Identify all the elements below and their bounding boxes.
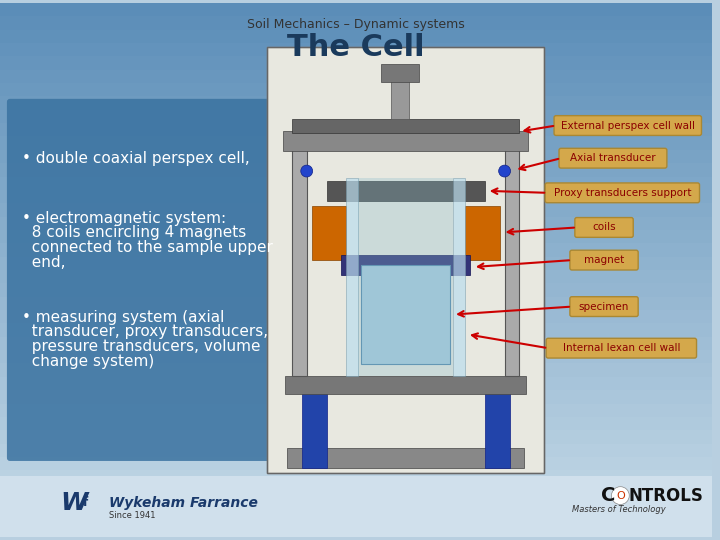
Bar — [292, 148, 307, 376]
Bar — [381, 64, 418, 82]
Bar — [0, 137, 712, 150]
Bar — [326, 181, 485, 201]
Bar — [0, 70, 712, 83]
Text: end,: end, — [22, 255, 66, 270]
Text: pressure transducers, volume: pressure transducers, volume — [22, 339, 260, 354]
Bar — [0, 244, 712, 256]
Bar — [0, 377, 712, 390]
Text: W: W — [60, 490, 88, 515]
Text: Wykeham Farrance: Wykeham Farrance — [109, 496, 258, 510]
Bar — [0, 96, 712, 110]
Bar — [0, 177, 712, 190]
Bar — [0, 123, 712, 137]
Bar — [0, 484, 712, 497]
Circle shape — [499, 165, 510, 177]
Bar — [287, 448, 524, 468]
Bar — [267, 48, 544, 473]
Circle shape — [611, 487, 629, 504]
FancyBboxPatch shape — [570, 296, 638, 316]
Bar — [0, 163, 712, 177]
Text: Proxy transducers support: Proxy transducers support — [554, 188, 691, 198]
Bar — [292, 119, 519, 133]
Bar — [0, 444, 712, 457]
Text: O: O — [616, 490, 625, 501]
FancyBboxPatch shape — [570, 250, 638, 270]
Text: coils: coils — [593, 222, 616, 232]
Bar — [285, 376, 526, 394]
Bar — [0, 470, 712, 484]
Bar — [0, 310, 712, 323]
Bar — [312, 206, 346, 260]
Bar — [0, 83, 712, 96]
FancyBboxPatch shape — [554, 116, 701, 136]
Bar — [0, 363, 712, 377]
Text: connected to the sample upper: connected to the sample upper — [22, 240, 273, 255]
Bar — [0, 217, 712, 230]
Bar — [0, 284, 712, 296]
Bar — [0, 150, 712, 163]
FancyBboxPatch shape — [546, 338, 696, 358]
Bar — [0, 230, 712, 244]
Text: magnet: magnet — [584, 255, 624, 265]
Bar — [0, 350, 712, 363]
Bar — [0, 497, 712, 510]
Bar — [0, 337, 712, 350]
Text: Since 1941: Since 1941 — [109, 511, 156, 520]
Bar — [465, 206, 500, 260]
Bar — [453, 178, 465, 376]
Bar — [0, 476, 712, 537]
Bar — [0, 270, 712, 284]
FancyBboxPatch shape — [575, 218, 633, 238]
Text: C: C — [601, 486, 616, 505]
Bar — [358, 178, 453, 376]
FancyBboxPatch shape — [7, 99, 280, 461]
FancyBboxPatch shape — [559, 148, 667, 168]
Bar — [0, 323, 712, 337]
Circle shape — [301, 165, 312, 177]
Bar — [0, 190, 712, 203]
Text: specimen: specimen — [579, 302, 629, 312]
Bar — [485, 389, 510, 468]
Bar — [0, 524, 712, 537]
Text: change system): change system) — [22, 354, 154, 369]
Text: Masters of Technology: Masters of Technology — [572, 505, 665, 514]
Text: • measuring system (axial: • measuring system (axial — [22, 309, 224, 325]
Bar — [302, 389, 326, 468]
Bar — [0, 430, 712, 444]
Text: f: f — [74, 496, 89, 509]
Text: • double coaxial perspex cell,: • double coaxial perspex cell, — [22, 151, 250, 166]
Bar — [0, 43, 712, 56]
Text: External perspex cell wall: External perspex cell wall — [561, 120, 695, 131]
Bar — [391, 79, 409, 119]
Text: The Cell: The Cell — [287, 32, 425, 62]
Bar — [283, 131, 528, 151]
Text: transducer, proxy transducers,: transducer, proxy transducers, — [22, 325, 268, 340]
Bar — [0, 3, 712, 16]
Text: • electromagnetic system:: • electromagnetic system: — [22, 211, 226, 226]
Bar — [0, 56, 712, 70]
Text: Internal lexan cell wall: Internal lexan cell wall — [562, 343, 680, 353]
Bar — [0, 457, 712, 470]
Bar — [0, 510, 712, 524]
Bar — [341, 255, 470, 275]
Bar — [0, 256, 712, 270]
Text: Axial transducer: Axial transducer — [570, 153, 656, 163]
Text: 8 coils encircling 4 magnets: 8 coils encircling 4 magnets — [22, 226, 246, 240]
Bar — [0, 110, 712, 123]
Bar — [361, 265, 450, 364]
Bar — [0, 417, 712, 430]
Bar — [0, 30, 712, 43]
Bar — [346, 178, 358, 376]
Bar — [0, 390, 712, 403]
Text: Soil Mechanics – Dynamic systems: Soil Mechanics – Dynamic systems — [247, 18, 465, 31]
Bar — [0, 296, 712, 310]
Bar — [0, 16, 712, 30]
FancyBboxPatch shape — [545, 183, 700, 202]
Text: NTROLS: NTROLS — [629, 487, 703, 504]
Bar — [505, 148, 519, 376]
Bar — [0, 203, 712, 217]
Bar — [0, 403, 712, 417]
Bar — [267, 48, 544, 473]
